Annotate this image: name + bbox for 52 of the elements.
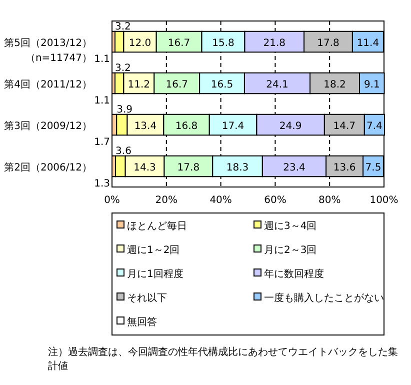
legend-label: 一度も購入したことがない [264, 292, 384, 304]
data-label: 13.4 [134, 120, 157, 132]
y-tick-label: 第5回（2013/12）（n=11747） [4, 36, 92, 64]
x-tick-label: 40% [210, 195, 232, 206]
data-label: 11.4 [356, 38, 380, 49]
data-label: 18.2 [324, 79, 346, 90]
data-label: 14.3 [134, 162, 156, 174]
data-label: 16.8 [175, 120, 198, 132]
data-label: 1.1 [94, 96, 110, 107]
data-label: 17.8 [177, 162, 200, 174]
legend-label: ほとんど毎日 [127, 220, 187, 232]
legend-label: 無回答 [127, 316, 157, 328]
data-label: 9.1 [364, 79, 380, 90]
data-label: 3.2 [114, 62, 131, 74]
x-tick-label: 0% [104, 195, 120, 206]
data-label: 24.1 [266, 79, 288, 90]
data-label: 14.7 [333, 120, 356, 132]
data-label: 18.3 [226, 162, 249, 174]
legend-label: 月に2～3回 [264, 245, 317, 256]
data-label: 1.1 [94, 54, 110, 66]
data-label: 3.6 [116, 146, 132, 157]
data-label: 12.0 [128, 38, 152, 49]
data-label: 1.7 [94, 137, 110, 148]
data-label: 24.9 [279, 120, 302, 132]
data-label: 23.4 [283, 162, 306, 174]
data-label: 3.9 [116, 104, 133, 116]
data-label: 17.8 [317, 38, 340, 49]
y-tick-label: 第2回（2006/12） [4, 161, 92, 174]
y-tick-label: 第4回（2011/12） [4, 78, 92, 90]
legend-label: 月に1回程度 [127, 268, 184, 280]
data-label: 16.5 [210, 79, 234, 90]
data-label: 16.7 [168, 38, 190, 49]
data-label: 13.6 [333, 162, 356, 174]
data-label: 15.8 [212, 38, 234, 49]
data-label: 21.8 [263, 38, 286, 49]
legend-label: 週に1～2回 [127, 245, 180, 256]
data-label: 3.2 [114, 21, 131, 32]
data-label: 1.3 [94, 178, 110, 190]
data-label: 11.2 [128, 79, 150, 90]
text: 注）過去調査は、今回調査の性年代構成比にあわせてウエイトバックをした集計値 [48, 346, 398, 372]
legend-label: 週に3～4回 [264, 221, 317, 232]
data-label: 7.5 [365, 162, 382, 174]
legend-label: それ以下 [127, 292, 167, 304]
x-tick-label: 60% [264, 195, 286, 206]
data-label: 17.4 [222, 120, 244, 132]
legend-label: 年に数回程度 [264, 268, 324, 280]
data-label: 16.7 [166, 79, 188, 90]
x-tick-label: 80% [318, 195, 341, 206]
x-tick-label: 20% [155, 195, 178, 206]
y-tick-label: 第3回（2009/12） [4, 120, 92, 132]
data-label: 7.4 [366, 120, 382, 132]
x-tick-label: 100% [370, 195, 398, 206]
